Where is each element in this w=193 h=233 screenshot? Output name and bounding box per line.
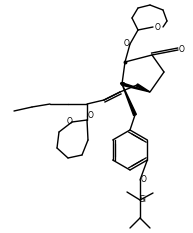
Text: O: O [124, 40, 130, 48]
Polygon shape [122, 84, 136, 116]
Text: O: O [141, 175, 147, 185]
Text: O: O [155, 23, 161, 31]
Text: O: O [179, 45, 185, 55]
Text: O: O [88, 112, 94, 120]
Text: O: O [67, 117, 73, 127]
Text: Si: Si [140, 195, 146, 205]
Polygon shape [122, 83, 150, 92]
Polygon shape [136, 84, 150, 92]
